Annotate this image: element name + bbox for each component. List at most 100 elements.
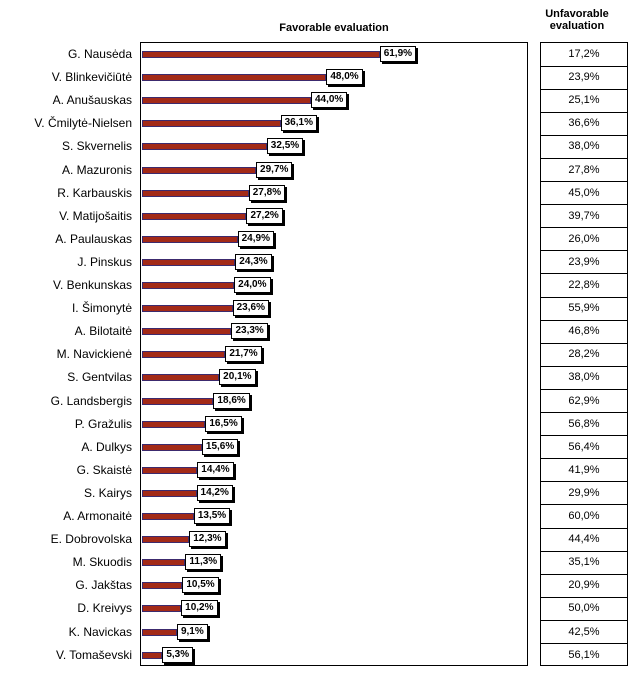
table-row-separator	[540, 574, 628, 575]
unfavorable-value: 56,4%	[568, 440, 600, 453]
table-row-separator	[540, 528, 628, 529]
unfavorable-value: 56,1%	[568, 648, 600, 661]
unfavorable-table	[540, 42, 628, 666]
favorable-bar	[142, 97, 311, 105]
category-label: G. Nausėda	[67, 47, 132, 61]
category-label: M. Skuodis	[72, 555, 132, 570]
unfavorable-value: 56,8%	[568, 417, 600, 430]
favorable-data-label: 13,5%	[193, 508, 231, 524]
unfavorable-value: 20,9%	[568, 579, 600, 592]
favorable-bar	[142, 397, 214, 405]
favorable-data-label: 27,2%	[246, 207, 283, 224]
table-row-separator	[540, 66, 628, 67]
category-label: R. Karbauskis	[57, 185, 132, 200]
favorable-bar	[142, 51, 380, 58]
category-label: K. Navickas	[68, 624, 132, 639]
unfavorable-value: 28,2%	[568, 348, 600, 361]
category-label: I. Šimonytė	[71, 301, 132, 316]
favorable-bar	[142, 628, 177, 636]
category-label: D. Kreivys	[77, 601, 132, 616]
favorable-data-label: 23,3%	[231, 323, 268, 340]
favorable-data-label: 11,3%	[185, 554, 222, 571]
favorable-data-label: 36,1%	[280, 115, 317, 132]
category-label: V. Matijošaitis	[59, 208, 132, 223]
favorable-data-label: 14,4%	[197, 461, 234, 478]
table-row-separator	[540, 504, 628, 505]
favorable-bar	[142, 374, 220, 382]
unfavorable-value: 38,0%	[568, 371, 600, 384]
unfavorable-value: 46,8%	[568, 325, 600, 338]
unfavorable-value: 35,1%	[568, 556, 600, 569]
favorable-data-label: 24,9%	[237, 230, 274, 247]
favorable-data-label: 10,2%	[181, 600, 218, 617]
favorable-bar	[142, 559, 186, 567]
unfavorable-value: 26,0%	[568, 232, 600, 245]
table-row-separator	[540, 643, 628, 644]
category-label: S. Gentvilas	[67, 370, 132, 385]
favorable-bar	[142, 120, 281, 128]
favorable-bar	[142, 513, 194, 520]
category-label: P. Gražulis	[74, 416, 132, 431]
unfavorable-value: 17,2%	[568, 48, 600, 60]
favorable-bar	[142, 235, 238, 243]
table-row-separator	[540, 204, 628, 205]
category-label: V. Čmilytė-Nielsen	[34, 116, 132, 131]
unfavorable-value: 45,0%	[568, 186, 600, 199]
unfavorable-value: 25,1%	[568, 94, 600, 107]
favorable-data-label: 16,5%	[205, 415, 242, 432]
unfavorable-value: 23,9%	[568, 71, 600, 84]
favorable-data-label: 20,1%	[219, 369, 256, 386]
favorable-data-label: 9,1%	[176, 623, 208, 640]
category-label: G. Skaistė	[76, 462, 132, 477]
favorable-bar	[142, 582, 183, 590]
unfavorable-value: 62,9%	[568, 394, 600, 407]
category-label: A. Anušauskas	[52, 93, 132, 108]
category-label: S. Kairys	[83, 485, 132, 500]
favorable-bar	[142, 651, 163, 659]
table-row-separator	[540, 551, 628, 552]
favorable-data-label: 61,9%	[379, 46, 417, 62]
plot-area	[140, 42, 528, 666]
favorable-bar	[142, 466, 198, 474]
category-label: A. Dulkys	[81, 439, 132, 454]
table-row-separator	[540, 135, 628, 136]
unfavorable-value: 38,0%	[568, 140, 600, 153]
favorable-bar	[142, 305, 233, 313]
category-label: E. Dobrovolska	[50, 532, 132, 547]
favorable-bar	[142, 328, 232, 336]
unfavorable-value: 39,7%	[568, 209, 600, 222]
unfavorable-value: 60,0%	[568, 510, 600, 522]
favorable-data-label: 48,0%	[326, 69, 363, 86]
unfavorable-value: 55,9%	[568, 302, 600, 315]
category-label: A. Bilotaitė	[74, 324, 132, 339]
category-label: G. Landsbergis	[50, 393, 132, 408]
table-row-separator	[540, 620, 628, 621]
favorable-bar	[142, 282, 235, 289]
favorable-data-label: 29,7%	[256, 161, 293, 178]
unfavorable-value: 27,8%	[568, 163, 600, 176]
table-row-separator	[540, 297, 628, 298]
category-label: A. Armonaitė	[63, 509, 132, 523]
unfavorable-value: 36,6%	[568, 117, 600, 130]
table-row-separator	[540, 273, 628, 274]
table-row-separator	[540, 435, 628, 436]
category-label: S. Skvernelis	[61, 139, 132, 154]
favorable-data-label: 10,5%	[182, 577, 219, 594]
unfavorable-value: 41,9%	[568, 463, 600, 476]
favorable-data-label: 5,3%	[162, 646, 194, 663]
favorable-data-label: 44,0%	[310, 92, 348, 109]
favorable-bar	[142, 536, 190, 544]
unfavorable-value: 29,9%	[568, 486, 600, 499]
favorable-bar	[142, 258, 236, 266]
table-row-separator	[540, 412, 628, 413]
favorable-bar	[142, 143, 267, 151]
favorable-data-label: 23,6%	[232, 300, 269, 317]
favorable-bar	[142, 351, 226, 359]
unfavorable-column-header: Unfavorable evaluation	[545, 8, 609, 32]
table-row-separator	[540, 320, 628, 321]
favorable-bar	[142, 420, 206, 428]
favorable-bar	[142, 212, 247, 220]
table-row-separator	[540, 366, 628, 367]
category-label: A. Mazuronis	[61, 162, 132, 177]
favorable-bar	[142, 605, 182, 613]
